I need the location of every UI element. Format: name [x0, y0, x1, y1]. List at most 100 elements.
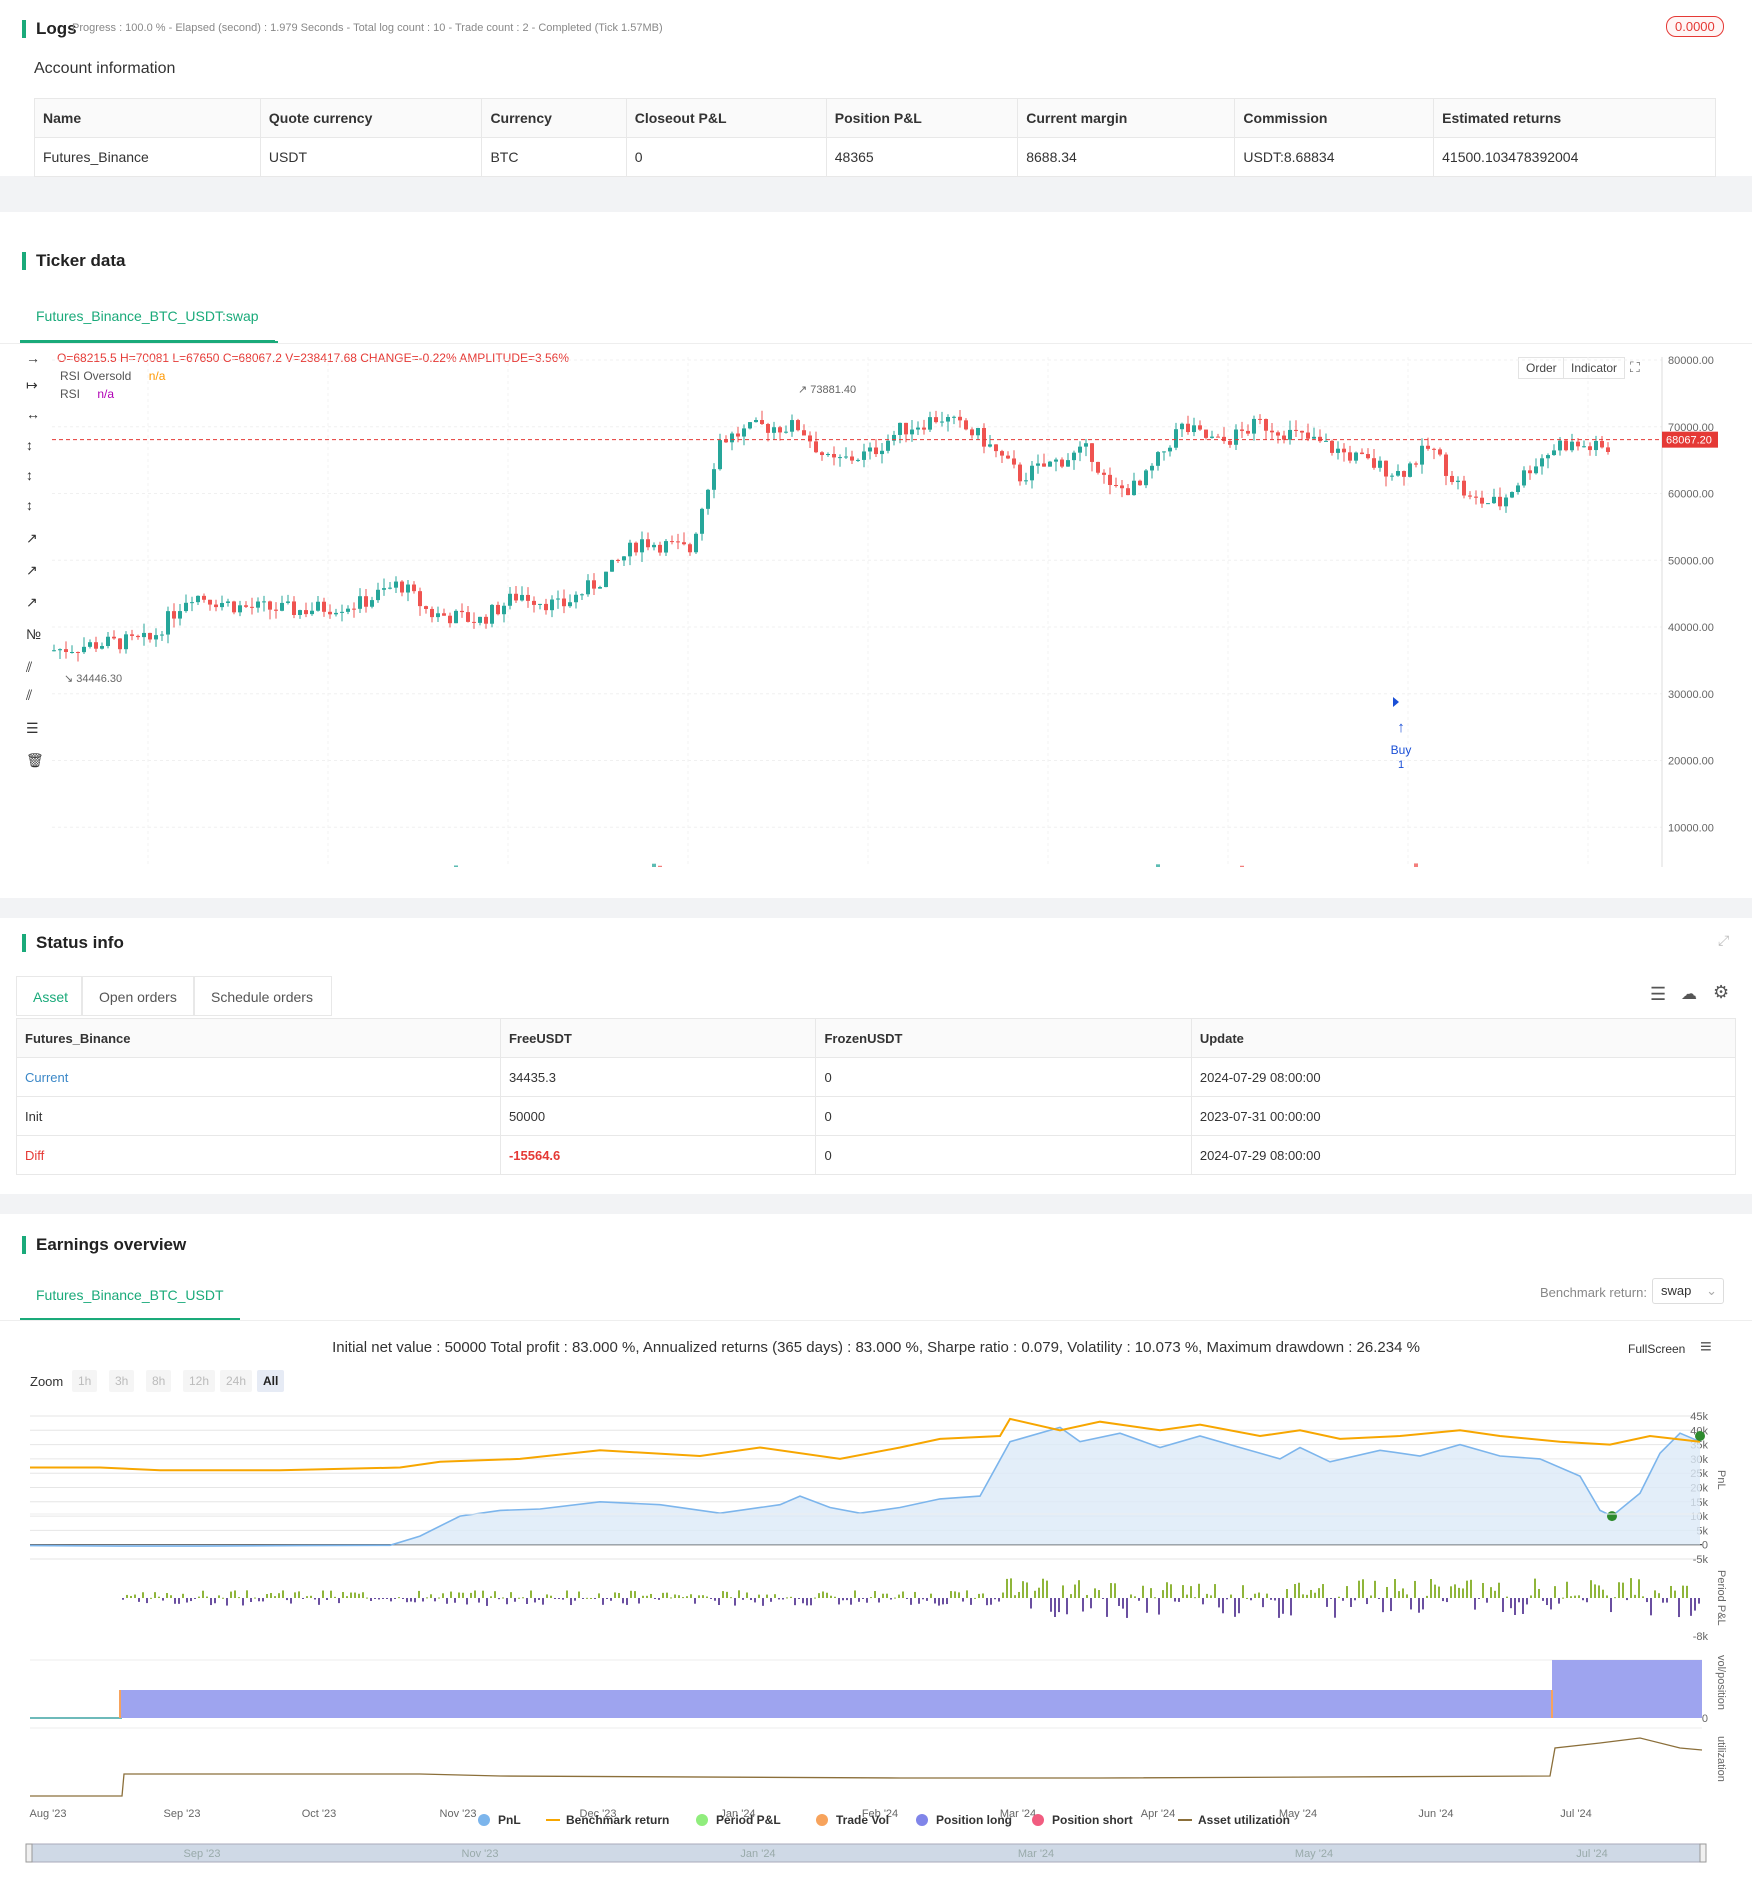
legend-item[interactable]: Trade Vol: [836, 1813, 889, 1827]
candlestick-chart[interactable]: 80000.00 70000.00 60000.00 50000.00 40000.00…: [0, 347, 1752, 867]
candle-body: [472, 621, 476, 623]
period-pnl-bar: [310, 1595, 312, 1598]
period-pnl-bar: [1334, 1598, 1336, 1618]
horizontal-line-icon[interactable]: ↔: [26, 406, 40, 422]
ray-icon[interactable]: ↗: [26, 562, 38, 578]
period-pnl-bar: [1646, 1598, 1648, 1603]
tab-schedule-orders[interactable]: Schedule orders: [194, 976, 332, 1016]
zoom-3h-button[interactable]: 3h: [109, 1370, 135, 1392]
vertical-segment-icon[interactable]: ↕: [26, 467, 33, 483]
period-pnl-bar: [1362, 1579, 1364, 1598]
period-pnl-bar: [766, 1594, 768, 1598]
period-pnl-bar: [1046, 1580, 1048, 1598]
collapse-icon[interactable]: ⤢: [1718, 932, 1730, 948]
zoom-8h-button[interactable]: 8h: [146, 1370, 172, 1392]
candle-body: [1438, 449, 1442, 455]
cloud-download-icon[interactable]: ☁: [1681, 986, 1697, 1003]
zoom-12h-button[interactable]: 12h: [183, 1370, 216, 1392]
tab-asset[interactable]: Asset: [16, 976, 82, 1016]
period-pnl-bar: [186, 1598, 188, 1603]
candle-body: [1138, 480, 1142, 486]
period-pnl-bar: [798, 1598, 800, 1599]
candle-body: [478, 616, 482, 623]
trash-icon[interactable]: 🗑: [26, 752, 44, 768]
period-pnl-bar: [174, 1598, 176, 1604]
period-pnl-bar: [318, 1598, 320, 1605]
navigator-left-handle[interactable]: [25, 1843, 33, 1863]
legend-item[interactable]: Position long: [936, 1813, 1012, 1827]
candle-body: [388, 587, 392, 589]
candle-body: [1594, 440, 1598, 451]
period-pnl-bar: [1350, 1598, 1352, 1607]
pitchfork-icon[interactable]: ⫽: [26, 687, 33, 703]
candle-body: [382, 588, 386, 590]
vertical-range-icon[interactable]: ↕: [26, 497, 33, 513]
earnings-chart[interactable]: 45k40k35k30k25k20k15k10k5k0-5kPnL-8kPeri…: [0, 1400, 1752, 1881]
period-pnl-bar: [1638, 1579, 1640, 1598]
vertical-line-icon[interactable]: ↕: [26, 437, 33, 453]
price-label-icon[interactable]: №: [26, 626, 42, 642]
candle-body: [1384, 460, 1388, 477]
order-button[interactable]: Order: [1518, 357, 1565, 379]
horizontal-ray-icon[interactable]: ↦: [26, 377, 38, 393]
legend-item[interactable]: Period P&L: [716, 1813, 781, 1827]
fib-retracement-icon[interactable]: ☰: [26, 720, 39, 736]
y-tick-label: 50000.00: [1668, 555, 1714, 567]
navigator-right-handle[interactable]: [1699, 1843, 1707, 1863]
period-axis-label: Period P&L: [1715, 1570, 1727, 1626]
gear-icon[interactable]: ⚙: [1713, 982, 1730, 1002]
period-pnl-bar: [294, 1592, 296, 1598]
asset-row-label: Current: [16, 1057, 501, 1097]
period-pnl-bar: [1158, 1598, 1160, 1615]
logs-card: Logs Progress : 100.0 % - Elapsed (secon…: [0, 0, 1752, 177]
candle-body: [1072, 452, 1076, 461]
period-pnl-bar: [1526, 1598, 1528, 1605]
period-pnl-bar: [1038, 1587, 1040, 1598]
period-pnl-bar: [1574, 1595, 1576, 1598]
legend-item[interactable]: Position short: [1052, 1813, 1133, 1827]
legend-rsi-oversold-value: n/a: [148, 369, 166, 383]
period-pnl-bar: [194, 1598, 196, 1599]
period-pnl-bar: [1042, 1578, 1044, 1598]
period-pnl-bar: [1002, 1592, 1004, 1598]
legend-item[interactable]: Asset utilization: [1198, 1813, 1290, 1827]
trend-line-icon[interactable]: ↗: [26, 530, 38, 546]
parallel-channel-icon[interactable]: ⫽: [26, 659, 33, 675]
earnings-card: Earnings overview Futures_Binance_BTC_US…: [0, 1214, 1752, 1895]
period-pnl-bar: [994, 1598, 996, 1600]
period-pnl-bar: [646, 1595, 648, 1598]
cursor-icon[interactable]: →: [26, 350, 40, 366]
candle-body: [196, 595, 200, 603]
navigator-track[interactable]: [25, 1843, 1707, 1863]
tab-earnings-symbol[interactable]: Futures_Binance_BTC_USDT: [20, 1270, 240, 1320]
fullscreen-button[interactable]: FullScreen: [1628, 1342, 1686, 1356]
indicator-button[interactable]: Indicator: [1563, 357, 1626, 379]
zoom-24h-button[interactable]: 24h: [220, 1370, 253, 1392]
period-pnl-bar: [666, 1592, 668, 1598]
y-tick-label: 30000.00: [1668, 689, 1714, 701]
expand-icon[interactable]: ⛶: [1630, 359, 1640, 375]
legend-item[interactable]: Benchmark return: [566, 1813, 669, 1827]
period-pnl-bar: [1182, 1585, 1184, 1598]
period-pnl-bar: [494, 1591, 496, 1598]
candle-body: [226, 601, 230, 603]
list-icon[interactable]: ☰: [1650, 984, 1667, 1004]
menu-icon[interactable]: ≡: [1700, 1336, 1712, 1358]
period-pnl-bar: [882, 1593, 884, 1598]
period-pnl-bar: [1346, 1586, 1348, 1598]
zoom-all-button[interactable]: All: [257, 1370, 285, 1392]
period-pnl-bar: [914, 1591, 916, 1598]
legend-item[interactable]: PnL: [498, 1813, 521, 1827]
period-pnl-bar: [1202, 1598, 1204, 1605]
benchmark-select[interactable]: swap ⌄: [1652, 1278, 1724, 1304]
zoom-1h-button[interactable]: 1h: [72, 1370, 98, 1392]
candle-body: [442, 613, 446, 616]
period-pnl-bar: [518, 1597, 520, 1599]
candle-body: [1252, 418, 1256, 434]
tab-open-orders[interactable]: Open orders: [82, 976, 194, 1016]
tab-ticker-symbol[interactable]: Futures_Binance_BTC_USDT:swap: [20, 290, 275, 342]
candle-body: [436, 613, 440, 618]
extended-line-icon[interactable]: ↗: [26, 594, 38, 610]
period-pnl-bar: [406, 1598, 408, 1603]
period-pnl-bar: [350, 1592, 352, 1598]
